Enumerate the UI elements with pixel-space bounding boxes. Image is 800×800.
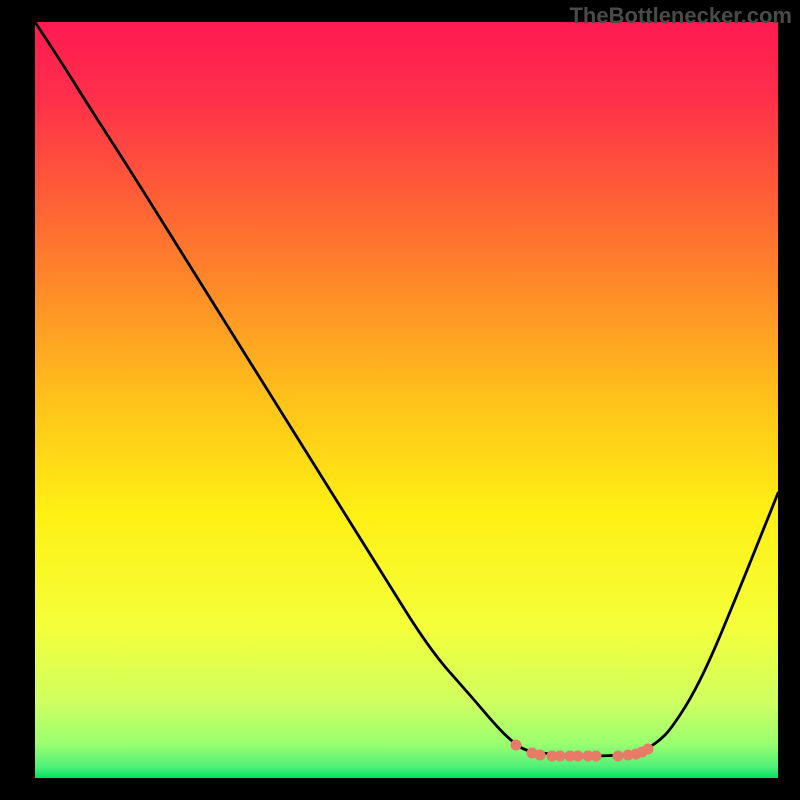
marker-dot: [573, 751, 584, 762]
marker-dot: [613, 751, 624, 762]
marker-dot: [535, 750, 546, 761]
chart-plot-area: [35, 22, 778, 778]
chart-background: [35, 22, 778, 778]
marker-dot: [555, 751, 566, 762]
marker-dot: [591, 751, 602, 762]
watermark-text: TheBottlenecker.com: [569, 3, 792, 29]
marker-dot: [643, 744, 654, 755]
marker-dot: [511, 740, 522, 751]
chart-svg: [35, 22, 778, 778]
